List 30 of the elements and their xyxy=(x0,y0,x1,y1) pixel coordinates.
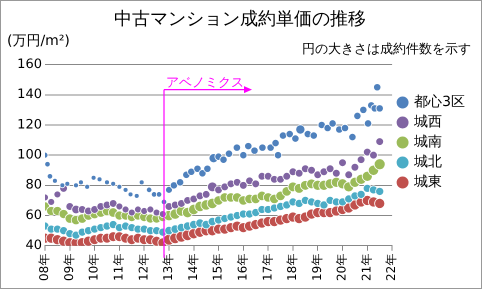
x-tick-label: 16年 xyxy=(235,254,250,282)
x-tick-label: 11年 xyxy=(112,254,126,282)
x-tick-label: 14年 xyxy=(186,254,200,282)
y-axis-title: (万円/m²) xyxy=(7,33,70,49)
legend-label: 城東 xyxy=(413,174,442,190)
x-tick-label: 21年 xyxy=(359,254,374,282)
x-tick-label: 17年 xyxy=(260,254,274,282)
chart-title: 中古マンション成約単価の推移 xyxy=(114,8,366,30)
x-tick-label: 18年 xyxy=(285,254,300,282)
legend-label: 城西 xyxy=(413,114,442,130)
y-tick-label: 60 xyxy=(25,208,42,223)
y-tick-label: 100 xyxy=(17,148,42,163)
legend-label: 都心3区 xyxy=(414,94,466,110)
x-tick-label: 08年 xyxy=(37,254,52,282)
legend-label: 城南 xyxy=(413,134,442,150)
text: 円の大きさは成約件数を示す xyxy=(302,42,471,57)
y-tick-label: 160 xyxy=(17,56,42,72)
x-tick-label: 12年 xyxy=(136,254,150,282)
x-tick-label: 10年 xyxy=(86,254,101,282)
x-tick-label: 15年 xyxy=(210,254,225,282)
x-tick-label: 22年 xyxy=(384,254,398,282)
legend-label: 城北 xyxy=(413,154,442,170)
y-tick-label: 140 xyxy=(17,87,42,102)
y-tick-label: 80 xyxy=(25,178,42,193)
ref-line-label: アベノミクス xyxy=(166,76,244,91)
x-tick-label: 09年 xyxy=(62,254,76,282)
y-tick-label: 40 xyxy=(25,238,42,254)
x-tick-label: 19年 xyxy=(310,254,324,282)
y-tick-label: 120 xyxy=(17,117,42,132)
x-tick-label: 20年 xyxy=(334,254,349,282)
